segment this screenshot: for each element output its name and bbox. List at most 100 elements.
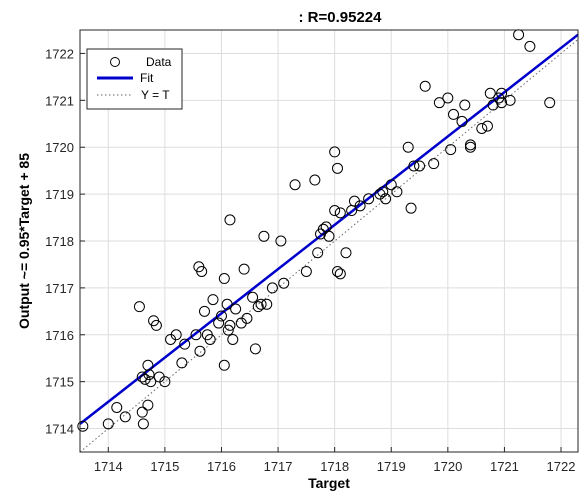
chart-title: : R=0.95224: [299, 9, 383, 26]
data-point: [136, 371, 148, 383]
data-point: [266, 282, 278, 294]
data-point: [405, 202, 417, 214]
data-point: [442, 92, 454, 104]
data-point: [137, 418, 149, 430]
data-point: [456, 115, 468, 127]
data-point: [312, 247, 324, 259]
data-point: [354, 200, 366, 212]
data-point: [402, 141, 414, 153]
fit-line: [79, 33, 579, 425]
x-tick-label: 1721: [490, 459, 519, 474]
data-point: [340, 247, 352, 259]
data-point: [238, 263, 250, 275]
fit-series: [79, 33, 579, 425]
x-axis-label: Target: [308, 475, 350, 491]
data-point: [544, 97, 556, 109]
data-point: [331, 265, 343, 277]
data-point: [142, 399, 154, 411]
y-axis-label: Output ~= 0.95*Target + 85: [16, 153, 32, 329]
data-point: [504, 94, 516, 106]
x-tick-label: 1716: [207, 459, 236, 474]
data-point: [309, 174, 321, 186]
data-point: [215, 310, 227, 322]
data-point: [464, 139, 476, 151]
data-point: [496, 87, 508, 99]
x-ticks: 1714 1715 1716 1717 1718 1719 1720 1721 1722: [94, 447, 576, 474]
data-point: [176, 357, 188, 369]
data-point: [230, 303, 242, 315]
data-point: [300, 265, 312, 277]
data-point: [227, 333, 239, 345]
data-point: [190, 329, 202, 341]
data-point: [196, 265, 208, 277]
data-point: [241, 312, 253, 324]
data-point: [221, 298, 233, 310]
data-point: [487, 99, 499, 111]
data-point: [258, 230, 270, 242]
data-point: [524, 40, 536, 52]
x-tick-label: 1714: [94, 459, 123, 474]
y-tick-label: 1721: [45, 93, 74, 108]
data-point: [329, 205, 341, 217]
data-point: [133, 301, 145, 313]
data-point: [102, 418, 114, 430]
data-point: [408, 160, 420, 172]
data-point: [334, 207, 346, 219]
data-point: [213, 317, 225, 329]
data-point: [428, 158, 440, 170]
data-point: [385, 179, 397, 191]
legend: Data Fit Y = T: [86, 48, 183, 110]
data-point: [218, 359, 230, 371]
data-point: [119, 411, 131, 423]
data-point: [207, 294, 219, 306]
data-point: [145, 376, 157, 388]
data-point: [331, 162, 343, 174]
data-point: [252, 301, 264, 313]
data-point: [464, 141, 476, 153]
data-point: [459, 99, 471, 111]
y-ticks: 1714 1715 1716 1717 1718 1719 1720 1721 1722: [45, 46, 85, 437]
x-tick-label: 1717: [264, 459, 293, 474]
data-point: [199, 305, 210, 317]
legend-data-label: Data: [146, 55, 172, 69]
data-point: [224, 319, 236, 331]
data-point: [433, 97, 445, 109]
data-point: [278, 277, 290, 289]
data-point: [419, 80, 431, 92]
data-point: [77, 420, 89, 432]
data-point: [194, 345, 206, 357]
data-point: [414, 160, 426, 172]
data-point: [159, 376, 171, 388]
data-point: [150, 319, 162, 331]
data-point: [179, 338, 191, 350]
y-tick-label: 1722: [45, 46, 74, 61]
x-tick-label: 1718: [320, 459, 349, 474]
x-tick-label: 1719: [377, 459, 406, 474]
data-point: [136, 406, 148, 418]
x-tick-label: 1722: [547, 459, 576, 474]
data-point: [218, 273, 230, 285]
data-point: [275, 235, 287, 247]
data-point: [380, 193, 392, 205]
data-point: [222, 324, 234, 336]
data-point: [445, 144, 457, 156]
data-point: [143, 369, 155, 381]
y-tick-label: 1720: [45, 140, 74, 155]
y-tick-label: 1718: [45, 234, 74, 249]
data-point: [363, 193, 375, 205]
x-tick-label: 1715: [150, 459, 179, 474]
data-point: [289, 179, 301, 191]
x-tick-label: 1720: [433, 459, 462, 474]
data-point: [111, 401, 123, 413]
y-tick-label: 1715: [45, 375, 74, 390]
data-point: [448, 108, 459, 120]
data-point: [481, 120, 493, 132]
data-point: [249, 343, 261, 355]
data-point: [391, 186, 403, 198]
data-point: [247, 291, 259, 303]
data-point: [204, 333, 216, 345]
data-point: [323, 230, 335, 242]
data-points: [77, 29, 556, 432]
y-tick-label: 1719: [45, 187, 74, 202]
